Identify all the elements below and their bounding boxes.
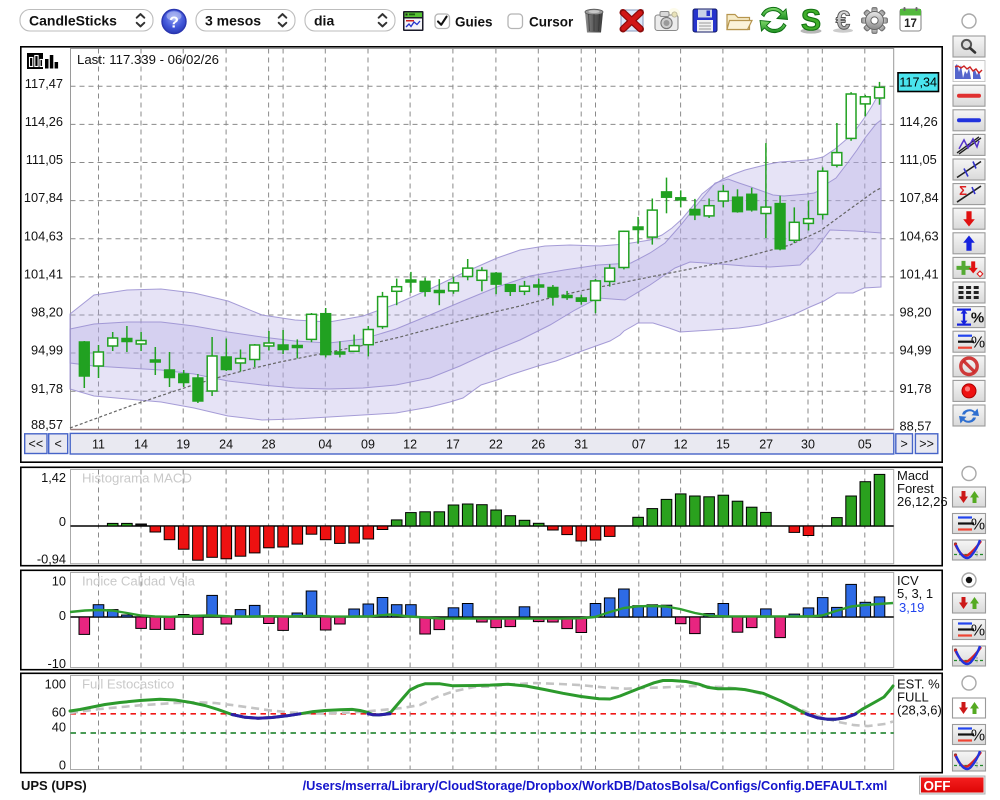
svg-text:Cursor: Cursor xyxy=(529,15,574,30)
svg-text:91,78: 91,78 xyxy=(900,381,932,396)
svg-text:11: 11 xyxy=(92,438,105,452)
svg-text:12: 12 xyxy=(674,438,688,452)
svg-text:Guies: Guies xyxy=(455,15,493,30)
svg-text:ICV: ICV xyxy=(897,573,919,588)
svg-text:17: 17 xyxy=(446,438,460,452)
svg-text:88,57: 88,57 xyxy=(900,419,932,434)
svg-text:26: 26 xyxy=(531,438,545,452)
svg-text:10: 10 xyxy=(52,574,66,589)
svg-text:?: ? xyxy=(169,15,179,32)
svg-text:12: 12 xyxy=(403,438,417,452)
svg-text:98,20: 98,20 xyxy=(31,305,63,320)
svg-text:94,99: 94,99 xyxy=(900,343,932,358)
svg-text:114,26: 114,26 xyxy=(25,114,63,129)
svg-text:%: % xyxy=(971,335,985,352)
svg-text:Σ: Σ xyxy=(959,183,967,198)
svg-text:Forest: Forest xyxy=(897,481,934,496)
svg-text:FULL: FULL xyxy=(897,690,929,705)
svg-text:114,26: 114,26 xyxy=(900,114,938,129)
svg-text:(28,3,6): (28,3,6) xyxy=(897,703,942,718)
svg-text:27: 27 xyxy=(759,438,773,452)
svg-text:%: % xyxy=(971,310,984,327)
svg-text:EST. %: EST. % xyxy=(897,677,940,692)
svg-text:%: % xyxy=(971,728,985,745)
svg-text:>>: >> xyxy=(919,437,934,451)
svg-text:OFF: OFF xyxy=(924,779,951,794)
svg-text:24: 24 xyxy=(219,438,233,452)
svg-text:<<: << xyxy=(29,437,44,451)
svg-text:31: 31 xyxy=(574,438,588,452)
svg-text:0: 0 xyxy=(59,758,66,773)
svg-text:>: > xyxy=(900,437,907,451)
svg-text:%: % xyxy=(971,623,985,640)
svg-text:14: 14 xyxy=(134,438,148,452)
svg-text:Full Estocastico: Full Estocastico xyxy=(82,677,174,692)
svg-text:0: 0 xyxy=(59,608,66,623)
svg-text:111,05: 111,05 xyxy=(26,152,63,167)
svg-text:40: 40 xyxy=(52,720,66,735)
svg-text:22: 22 xyxy=(489,438,503,452)
svg-text:111,05: 111,05 xyxy=(900,152,937,167)
svg-text:19: 19 xyxy=(176,438,190,452)
svg-text:Indice Calidad Vela: Indice Calidad Vela xyxy=(82,574,196,589)
svg-text:04: 04 xyxy=(318,438,332,452)
svg-text:09: 09 xyxy=(361,438,375,452)
svg-text:104,63: 104,63 xyxy=(900,228,939,243)
svg-text:104,63: 104,63 xyxy=(24,228,63,243)
svg-text:dia: dia xyxy=(314,12,334,28)
svg-text:91,78: 91,78 xyxy=(31,381,63,396)
svg-text:30: 30 xyxy=(801,438,815,452)
svg-text:28: 28 xyxy=(262,438,276,452)
svg-text:117,47: 117,47 xyxy=(25,76,63,91)
svg-text:0: 0 xyxy=(59,514,66,529)
svg-text:26,12,26: 26,12,26 xyxy=(897,494,948,509)
svg-text:3 mesos: 3 mesos xyxy=(205,12,261,28)
svg-text:Macd: Macd xyxy=(897,468,929,483)
svg-text:88,57: 88,57 xyxy=(31,417,63,432)
svg-text:3,19: 3,19 xyxy=(899,600,924,615)
svg-text:100: 100 xyxy=(45,677,66,692)
svg-text:/Users/mserra/Library/CloudSto: /Users/mserra/Library/CloudStorage/Dropb… xyxy=(303,778,888,793)
svg-text:07: 07 xyxy=(632,438,646,452)
svg-text:-10: -10 xyxy=(48,656,67,671)
svg-text:UPS (UPS): UPS (UPS) xyxy=(21,778,87,793)
svg-text:<: < xyxy=(55,437,62,451)
svg-text:60: 60 xyxy=(52,705,66,720)
svg-text:101,41: 101,41 xyxy=(24,267,63,282)
svg-text:15: 15 xyxy=(716,438,730,452)
svg-text:%: % xyxy=(971,517,985,534)
svg-text:94,99: 94,99 xyxy=(31,343,63,358)
svg-text:107,84: 107,84 xyxy=(900,190,939,205)
svg-text:Histograma MACD: Histograma MACD xyxy=(82,471,192,486)
svg-text:101,41: 101,41 xyxy=(900,267,939,282)
svg-text:05: 05 xyxy=(858,438,872,452)
svg-text:S: S xyxy=(801,4,821,37)
svg-text:107,84: 107,84 xyxy=(24,190,63,205)
svg-text:1,42: 1,42 xyxy=(41,470,66,485)
svg-text:-0,94: -0,94 xyxy=(37,552,66,567)
svg-text:€: € xyxy=(836,5,850,35)
svg-text:5, 3, 1: 5, 3, 1 xyxy=(897,586,933,601)
svg-text:98,20: 98,20 xyxy=(900,305,932,320)
svg-text:17: 17 xyxy=(904,18,917,30)
svg-text:CandleSticks: CandleSticks xyxy=(29,12,117,28)
svg-text:Last: 117.339 - 06/02/26: Last: 117.339 - 06/02/26 xyxy=(77,52,219,67)
svg-text:117,34: 117,34 xyxy=(899,76,937,90)
